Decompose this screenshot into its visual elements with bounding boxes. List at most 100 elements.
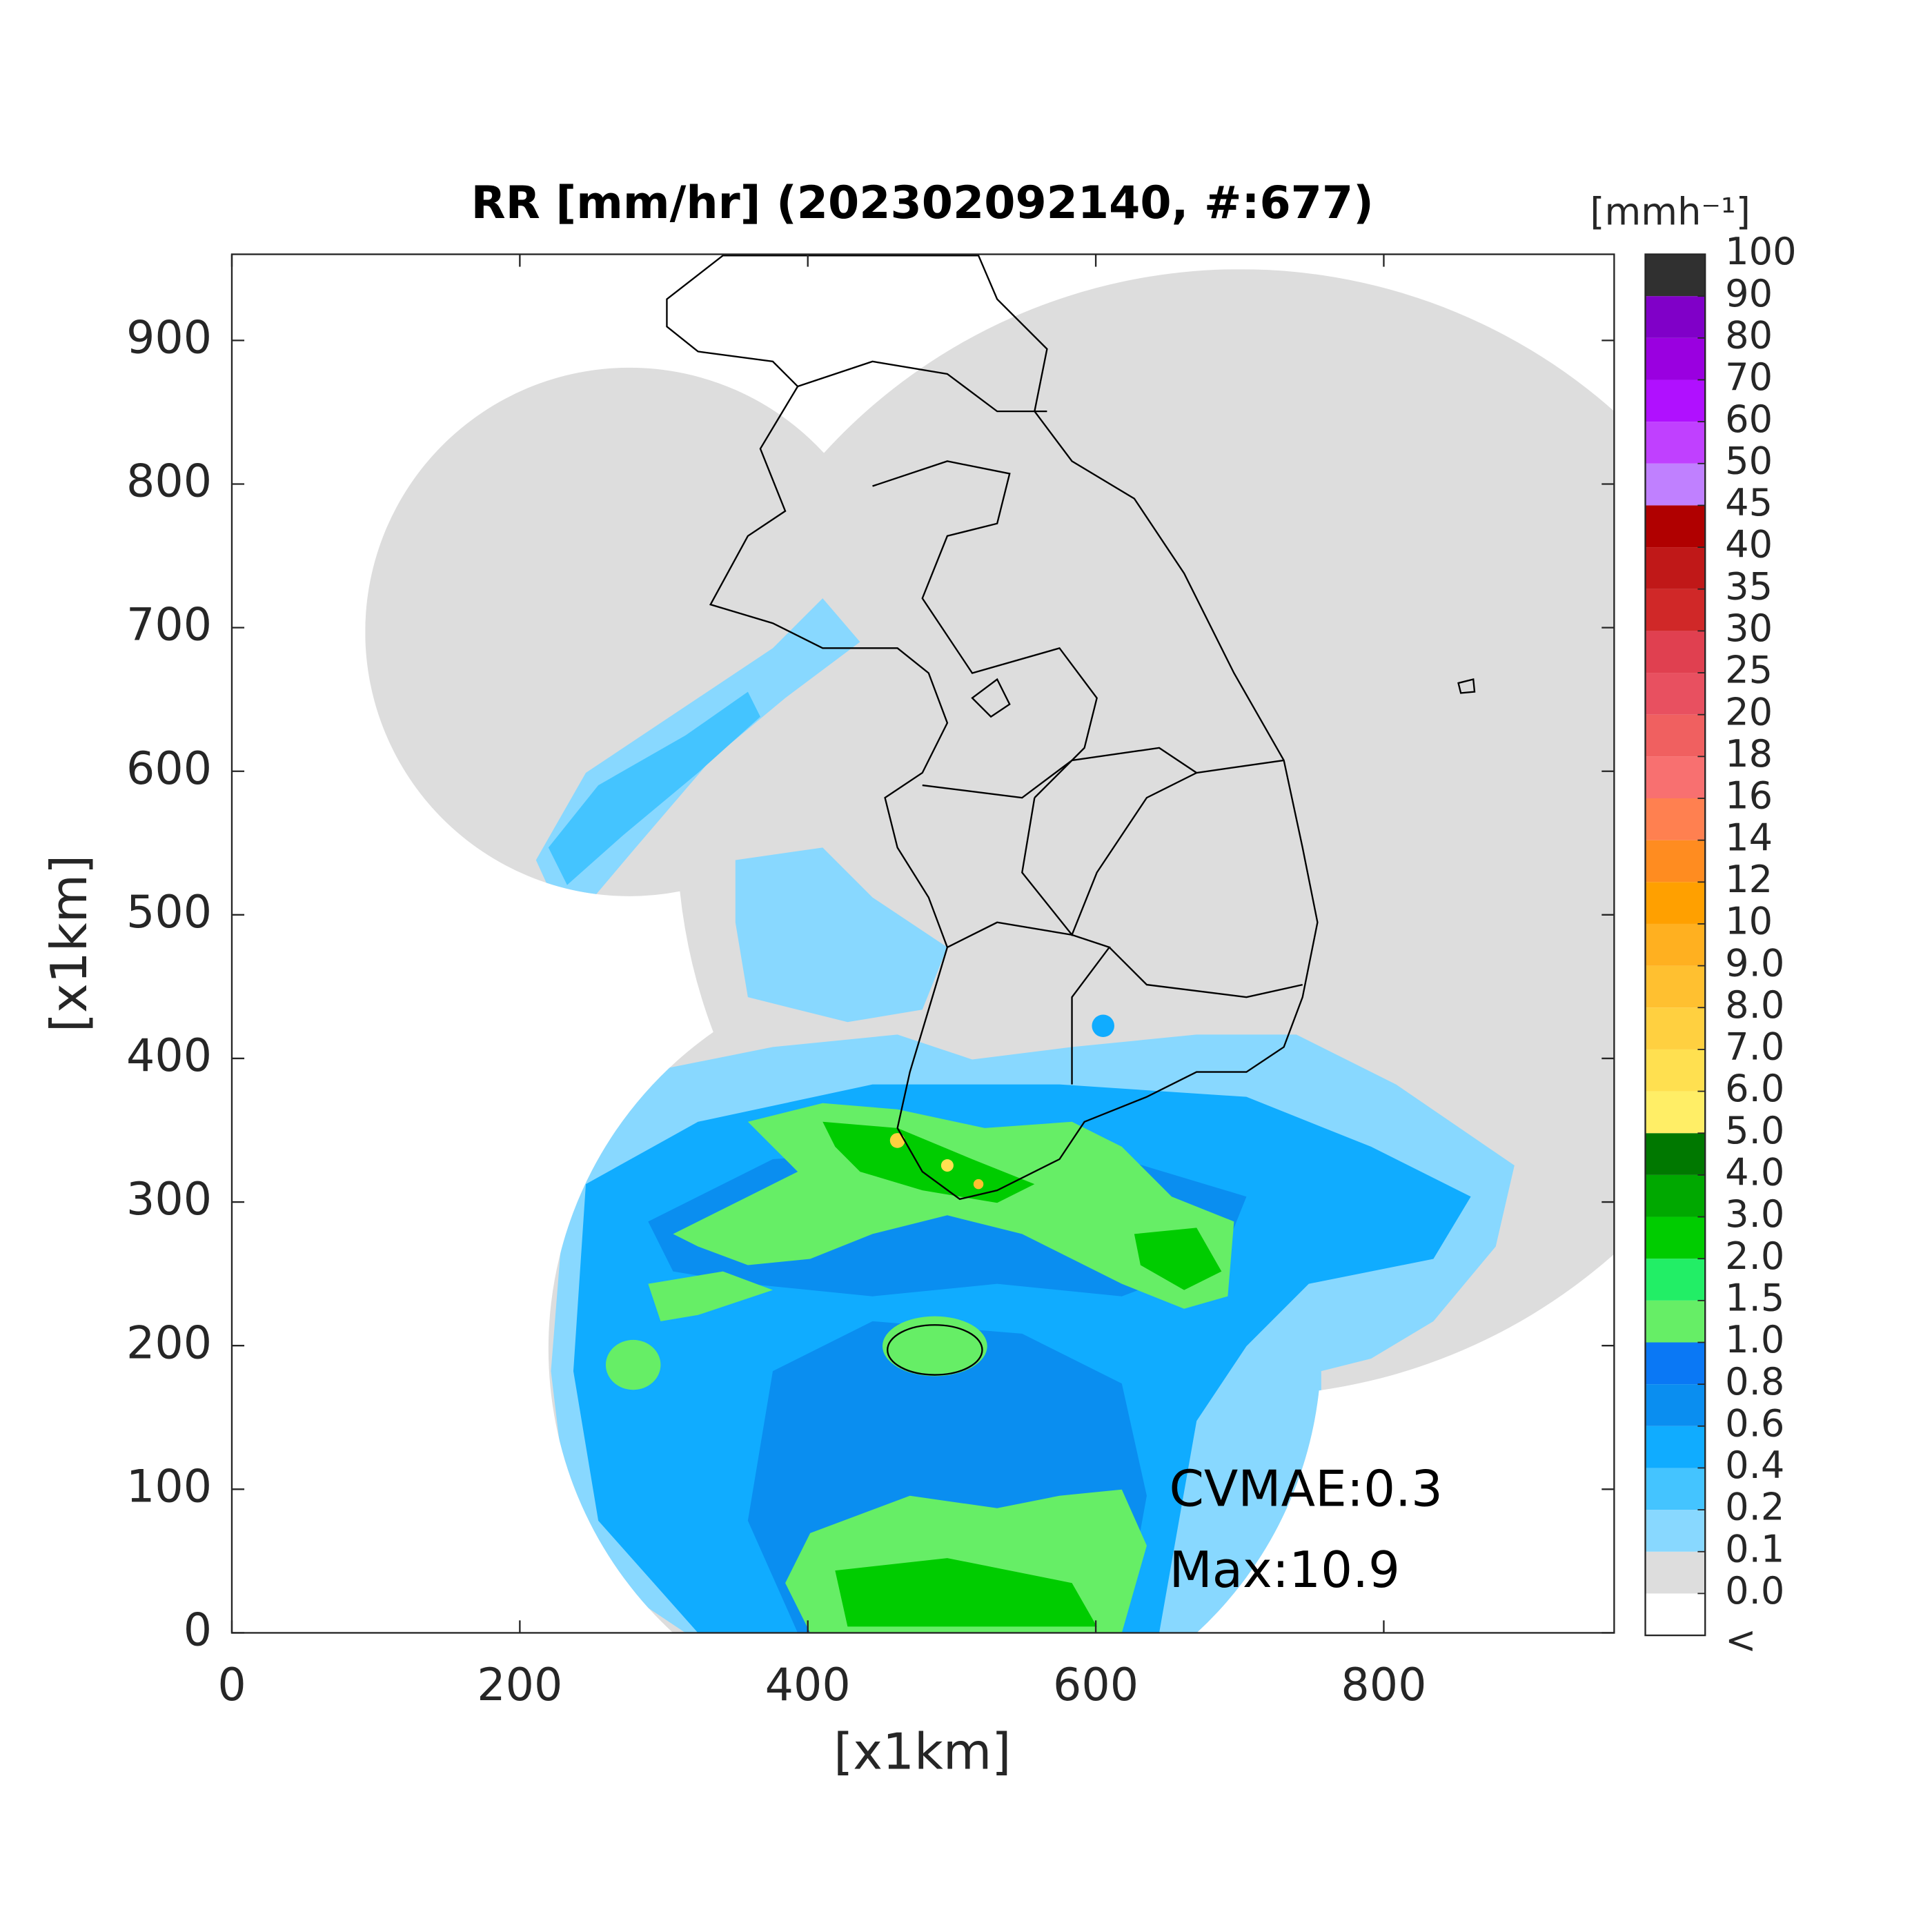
colorbar-box [1645,840,1706,883]
colorbar-tick-label: 0.4 [1725,1443,1784,1487]
colorbar-tick-label: 0.6 [1725,1401,1784,1445]
colorbar-box [1645,1174,1706,1217]
colorbar-box [1645,882,1706,924]
y-tick-label: 700 [126,600,212,651]
colorbar-tick-label: 7.0 [1725,1025,1784,1069]
colorbar-tick-label: 3.0 [1725,1192,1784,1236]
colorbar-box [1645,1133,1706,1175]
colorbar-box [1645,1342,1706,1385]
colorbar-box [1645,1049,1706,1092]
x-tick-label: 600 [1053,1659,1138,1711]
province-border [947,921,1111,1085]
y-tick-label: 600 [126,743,212,795]
rain-intense [973,1179,984,1190]
colorbar-box [1645,379,1706,422]
y-tick-label: 200 [126,1317,212,1369]
coastline [666,255,1476,1376]
rain-heavy [673,1103,1234,1309]
rain-heavy [648,1271,773,1321]
rain-heavy [605,1339,661,1390]
colorbar-tick-label: 1.5 [1725,1276,1784,1319]
colorbar-box [1645,1510,1706,1552]
rain-light [735,847,947,1023]
colorbar-tick-label: 40 [1725,523,1773,566]
colorbar-box [1645,589,1706,631]
colorbar-tick-label: 50 [1725,439,1773,482]
colorbar-tick-label: 70 [1725,355,1773,399]
y-tick-label: 400 [126,1030,212,1082]
province-border [1021,771,1197,937]
colorbar-tick-label: 90 [1725,272,1773,315]
colorbar-tick-label: 20 [1725,690,1773,733]
colorbar-box [1645,463,1706,506]
colorbar-tick-label: 5.0 [1725,1109,1784,1152]
rain-intense [889,1133,905,1148]
colorbar-tick-label: 25 [1725,649,1773,692]
coastline-peninsula [666,255,1319,1201]
chart-title: RR [mm/hr] (202302092140, #:677) [471,177,1374,229]
colorbar-tick-label: 6.0 [1725,1067,1784,1110]
colorbar-tick-label: 10 [1725,900,1773,943]
y-tick-label: 100 [126,1461,212,1512]
x-tick-label: 400 [765,1659,851,1711]
rain-very-heavy [1134,1228,1222,1290]
colorbar-tick-label: 0.2 [1725,1486,1784,1529]
colorbar-tick-label: 45 [1725,481,1773,524]
colorbar-box [1645,547,1706,589]
colorbar-tick-label: 18 [1725,732,1773,776]
colorbar-box [1645,673,1706,715]
colorbar-box [1645,1007,1706,1049]
colorbar-box [1645,1259,1706,1301]
colorbar-box [1645,965,1706,1008]
province-border [797,360,1047,413]
colorbar-box [1645,1593,1706,1636]
colorbar-tick-label: 0.8 [1725,1360,1784,1403]
colorbar-box [1645,714,1706,757]
colorbar-frame [1644,253,1706,1637]
colorbar-box [1645,631,1706,673]
rain-very-heavy [835,1558,1097,1627]
rain-light-medium [548,691,760,885]
colorbar-tick-label: 14 [1725,816,1773,859]
colorbar-tick-label: 80 [1725,313,1773,357]
colorbar-box [1645,1384,1706,1426]
colorbar-box [1645,798,1706,840]
province-border [1108,947,1303,998]
rain-intense [940,1159,954,1172]
province-border [872,460,1098,798]
annotation: Max:10.9 [1169,1541,1400,1599]
colorbar-box [1645,1091,1706,1134]
colorbar-tick-label: 30 [1725,607,1773,650]
y-tick-label: 300 [126,1174,212,1225]
x-axis-label: [x1km] [834,1723,1011,1781]
rain-heavy [882,1316,987,1377]
rain-medium [1092,1014,1114,1037]
colorbar-label: [mmh⁻¹] [1590,190,1751,233]
colorbar-box [1645,923,1706,966]
colorbar-tick-label: < [1725,1619,1756,1662]
colorbar-box [1645,1216,1706,1259]
x-tick-label: 200 [477,1659,562,1711]
colorbar-tick-label: 9.0 [1725,941,1784,985]
colorbar-box [1645,1300,1706,1343]
colorbar-box [1645,337,1706,380]
colorbar-tick-label: 12 [1725,858,1773,901]
colorbar-tick-label: 60 [1725,397,1773,441]
colorbar-box [1645,254,1706,297]
colorbar-tick-label: 8.0 [1725,983,1784,1027]
island-ulleung [1457,678,1476,694]
colorbar-box [1645,756,1706,799]
annotation: CVMAE:0.3 [1169,1460,1443,1518]
y-axis-label: [x1km] [41,855,99,1032]
x-tick-label: 0 [217,1659,246,1711]
province-border [922,747,1284,799]
colorbar-tick-label: 2.0 [1725,1234,1784,1278]
colorbar-box [1645,505,1706,548]
colorbar-tick-label: 0.0 [1725,1569,1784,1613]
y-tick-label: 500 [126,887,212,938]
colorbar-tick-label: 16 [1725,774,1773,818]
colorbar-tick-label: 4.0 [1725,1151,1784,1194]
x-tick-label: 800 [1341,1659,1426,1711]
